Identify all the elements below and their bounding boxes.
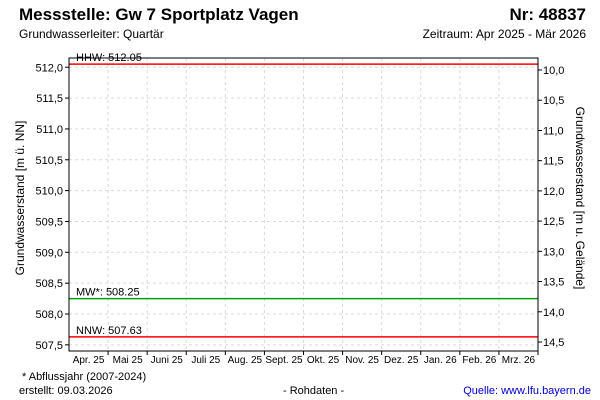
footnote: * Abflussjahr (2007-2024) — [22, 371, 147, 383]
x-tick-label: Mrz. 26 — [502, 355, 536, 366]
x-tick-label: Feb. 26 — [462, 355, 496, 366]
y-tick-label-left: 510,0 — [35, 186, 63, 198]
y-tick-label-left: 508,0 — [35, 309, 63, 321]
y-tick-label-left: 508,5 — [35, 278, 63, 290]
y-tick-label-right: 11,0 — [543, 125, 564, 137]
station-number: Nr: 48837 — [509, 5, 586, 24]
grid-lines — [69, 58, 538, 351]
x-axis-ticks: Apr. 25 Mai 25 Juni 25 Juli 25 Aug. 25 Sept. … — [73, 351, 539, 366]
y-tick-label-right: 12,0 — [543, 186, 564, 198]
x-tick-label: Okt. 25 — [307, 355, 340, 366]
x-tick-label: Nov. 25 — [345, 355, 379, 366]
right-axis-ticks: 10,0 10,5 11,0 11,5 12,0 12,5 13,0 13,5 14,0 14,5 — [538, 65, 564, 349]
y-tick-label-left: 512,0 — [35, 62, 63, 74]
y-tick-label-right: 10,0 — [543, 65, 564, 77]
y-tick-label-left: 510,5 — [35, 155, 63, 167]
x-tick-label: Apr. 25 — [73, 355, 105, 366]
y-tick-label-right: 10,5 — [543, 95, 564, 107]
x-tick-label: Sept. 25 — [265, 355, 303, 366]
x-tick-label: Juni 25 — [151, 355, 184, 366]
source-link[interactable]: Quelle: www.lfu.bayern.de — [463, 385, 591, 397]
period-label: Zeitraum: Apr 2025 - Mär 2026 — [422, 27, 586, 41]
y-tick-label-right: 12,5 — [543, 216, 564, 228]
y-tick-label-right: 14,5 — [543, 337, 564, 349]
y-tick-label-left: 509,5 — [35, 216, 63, 228]
y-axis-label-left: Grundwasserstand [m ü. NN] — [13, 121, 27, 276]
y-tick-label-right: 13,5 — [543, 277, 564, 289]
x-tick-label: Juli 25 — [191, 355, 220, 366]
y-tick-label-left: 509,0 — [35, 247, 63, 259]
created-date: erstellt: 09.03.2026 — [19, 385, 113, 397]
raw-data-label: - Rohdaten - — [283, 385, 345, 397]
x-tick-label: Aug. 25 — [228, 355, 263, 366]
x-tick-label: Dez. 25 — [384, 355, 419, 366]
y-axis-label-right: Grundwasserstand [m u. Gelände] — [573, 107, 587, 290]
aquifer-label: Grundwasserleiter: Quartär — [19, 27, 164, 41]
series-label-nnw: NNW: 507.63 — [76, 325, 142, 337]
y-tick-label-right: 14,0 — [543, 307, 564, 319]
x-tick-label: Jan. 26 — [424, 355, 457, 366]
y-tick-label-left: 511,0 — [36, 124, 63, 136]
y-tick-label-right: 11,5 — [543, 156, 564, 168]
y-tick-label-left: 511,5 — [36, 93, 63, 105]
x-tick-label: Mai 25 — [113, 355, 143, 366]
chart-title: Messstelle: Gw 7 Sportplatz Vagen — [19, 5, 299, 24]
left-axis-ticks: 512,0 511,5 511,0 510,5 510,0 509,5 509,0 508,5… — [35, 62, 69, 352]
series-label-mw: MW*: 508.25 — [76, 287, 140, 299]
y-tick-label-left: 507,5 — [35, 340, 63, 352]
y-tick-label-right: 13,0 — [543, 246, 564, 258]
